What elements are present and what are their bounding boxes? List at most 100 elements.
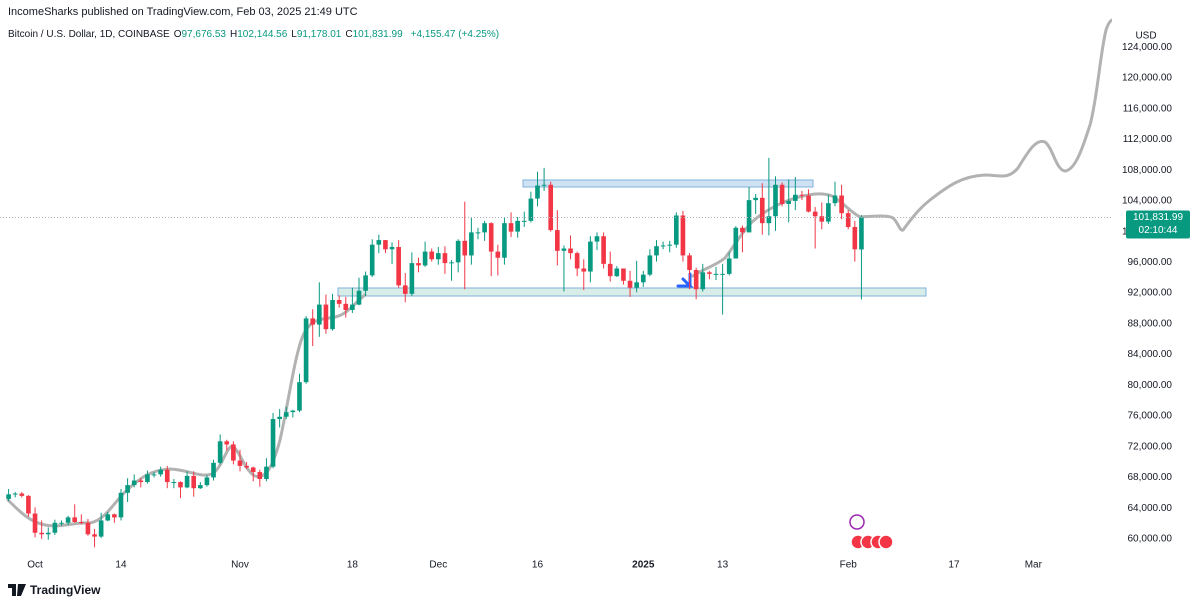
candle-body: [145, 474, 150, 483]
candle-body: [138, 480, 144, 483]
x-tick-label: Dec: [429, 560, 447, 571]
candle-body: [594, 236, 600, 242]
candle-body: [277, 416, 282, 420]
candle-body: [568, 248, 573, 254]
candle-body: [449, 262, 454, 264]
candle-body: [118, 492, 124, 518]
candle-body: [6, 494, 11, 499]
y-tick-label: 108,000.00: [1122, 165, 1172, 176]
candle-body: [184, 475, 190, 488]
candle-body: [462, 240, 468, 256]
candle-body: [561, 248, 567, 251]
candle-body: [488, 223, 494, 252]
candle-body: [515, 220, 520, 232]
x-tick-label: 14: [115, 560, 127, 571]
candle-body: [19, 493, 25, 496]
candle-body: [191, 475, 197, 489]
candle-body: [667, 244, 673, 246]
candle-body: [98, 520, 104, 537]
x-tick-label: Nov: [231, 560, 249, 571]
last-price-label: 101,831.99: [1133, 212, 1183, 223]
brand: TradingView: [30, 583, 101, 597]
y-tick-label: 76,000.00: [1128, 411, 1173, 422]
trend-overlay: [6, 293, 367, 528]
candle-body: [455, 240, 461, 263]
candle-body: [264, 466, 269, 479]
candle-body: [535, 185, 540, 199]
candle-body: [495, 251, 501, 258]
y-tick-label: 60,000.00: [1128, 534, 1173, 545]
ohlc-item: O97,676.53: [174, 29, 226, 40]
candle-body: [297, 382, 302, 411]
x-tick-label: 16: [532, 560, 544, 571]
candle-body: [693, 270, 699, 290]
logo: [8, 584, 26, 596]
candle-body: [502, 223, 507, 258]
candle-body: [700, 272, 706, 290]
ohlc-key: L: [291, 29, 297, 40]
candle-body: [429, 251, 435, 260]
candle-body: [416, 263, 421, 266]
candle-body: [660, 245, 666, 247]
candle-body: [541, 184, 547, 186]
candle-body: [336, 299, 342, 304]
candle-body: [482, 223, 487, 233]
candle-body: [270, 419, 276, 467]
candle-body: [72, 517, 78, 522]
event-icon: [849, 514, 865, 530]
y-tick-label: 80,000.00: [1128, 380, 1173, 391]
y-tick-label: 68,000.00: [1128, 472, 1173, 483]
candle-body: [859, 217, 864, 250]
candle-body: [746, 200, 752, 233]
candle-body: [112, 514, 117, 518]
candle-body: [402, 285, 408, 294]
candle-body: [766, 216, 772, 224]
y-tick-label: 124,000.00: [1122, 42, 1172, 53]
x-tick-label: Oct: [27, 560, 43, 571]
countdown: 02:10:44: [1139, 225, 1178, 236]
publish-note: IncomeSharks published on TradingView.co…: [8, 6, 358, 18]
candle-body: [812, 211, 818, 217]
candle-body: [350, 304, 355, 310]
y-tick-label: 92,000.00: [1128, 288, 1173, 299]
candle-body: [799, 194, 805, 196]
candle-body: [647, 255, 653, 275]
candle-body: [158, 469, 163, 475]
candle-body: [839, 195, 844, 214]
change: +4,155.47 (+4.25%): [410, 29, 500, 40]
candle-body: [231, 444, 236, 461]
candle-body: [806, 195, 811, 212]
x-tick-label: Mar: [1025, 560, 1043, 571]
ohlc-item: H102,144.56: [230, 29, 287, 40]
ohlc-key: H: [230, 29, 238, 40]
candle-body: [475, 232, 481, 234]
candle-body: [733, 227, 739, 259]
candle-body: [32, 513, 38, 533]
candle-body: [528, 198, 534, 221]
last-price-box: [1126, 210, 1190, 239]
candle-body: [237, 460, 243, 466]
candle-body: [627, 280, 633, 288]
candle-body: [720, 273, 725, 275]
candle-body: [640, 274, 646, 283]
candle-body: [383, 240, 388, 250]
ohlc: O97,676.53 H102,144.56 L91,178.01 C101,831.…: [174, 29, 407, 40]
candle-body: [303, 318, 309, 383]
candle-body: [330, 299, 335, 330]
candle-body: [92, 534, 97, 537]
x-tick-label: 17: [948, 560, 960, 571]
candle-body: [244, 465, 249, 468]
candle-body: [217, 441, 223, 463]
candles: [6, 157, 864, 548]
candle-body: [555, 230, 560, 251]
candle-body: [409, 263, 415, 294]
ohlc-key: O: [173, 29, 182, 40]
candle-body: [39, 532, 44, 535]
candle-body: [793, 194, 798, 201]
candle-body: [574, 253, 580, 269]
y-tick-label: 72,000.00: [1128, 441, 1173, 452]
y-tick-label: 112,000.00: [1123, 134, 1173, 145]
candle-body: [198, 485, 203, 489]
support-box: [337, 287, 927, 297]
candle-body: [396, 246, 401, 286]
